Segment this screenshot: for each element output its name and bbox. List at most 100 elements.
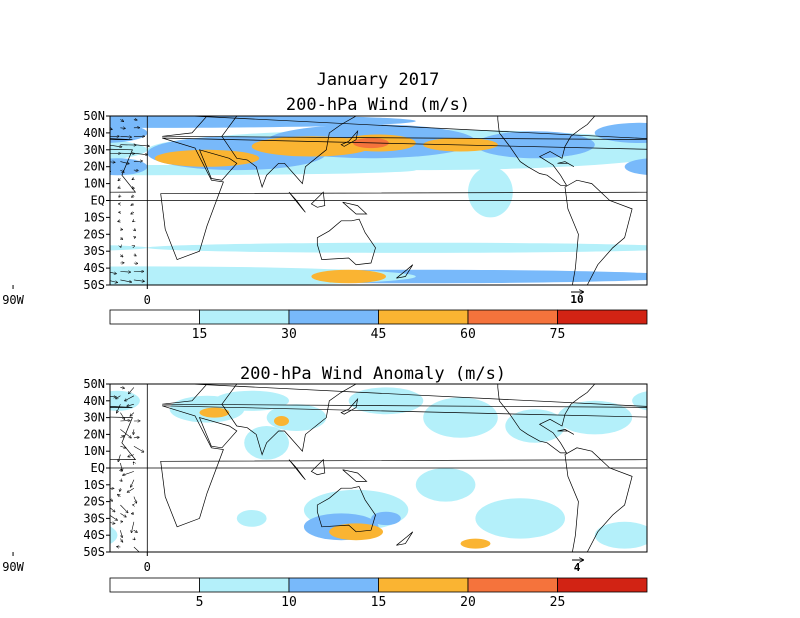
p2-wind-vector [13, 444, 17, 446]
p1-wind-vector [11, 186, 13, 187]
p2-wind-vector [120, 421, 129, 422]
p1-wind-vector [118, 221, 121, 222]
p2-wind-vector [118, 454, 121, 462]
p2-wind-vector [52, 413, 53, 415]
p1-shade-region [154, 149, 260, 167]
p2-wind-vector [36, 539, 40, 540]
p1-colorbar-bin [199, 309, 290, 325]
p2-wind-vector [120, 470, 121, 472]
p1-wind-vector [53, 272, 63, 273]
p2-y-tick-label: 20N [83, 427, 105, 441]
p1-coastline [0, 116, 58, 185]
p1-wind-vector [24, 219, 26, 221]
p1-wind-vector [133, 280, 144, 281]
p2-wind-vector [120, 387, 124, 388]
p1-wind-vector [25, 202, 27, 204]
p1-colorbar-bin [557, 309, 648, 325]
p1-wind-vector [80, 246, 82, 248]
p2-coastline [310, 458, 326, 476]
p1-wind-vector [40, 278, 51, 280]
p1-wind-vector [38, 203, 40, 204]
p2-wind-vector [37, 434, 40, 438]
p1-wind-vector [40, 270, 50, 271]
p1-colorbar-label: 60 [460, 327, 476, 342]
p2-wind-vector [0, 404, 4, 407]
p2-shade-region [236, 510, 267, 527]
p1-wind-vector [105, 187, 107, 188]
p1-coastline [310, 191, 326, 208]
p2-coastline [198, 417, 238, 449]
p1-wind-vector [110, 144, 122, 147]
p1-y-tick-label: 30N [83, 143, 105, 157]
p2-wind-vector [53, 489, 61, 497]
p2-wind-vector [40, 459, 42, 464]
p2-wind-vector [62, 413, 67, 421]
panel2-grid [110, 384, 647, 552]
p1-wind-vector [27, 270, 36, 272]
p2-wind-vector [13, 471, 18, 472]
p1-wind-vector [0, 262, 4, 263]
p2-wind-vector [79, 464, 80, 471]
panel2-shading [110, 387, 647, 549]
p2-wind-vector [110, 515, 117, 520]
p2-shade-region [371, 511, 401, 526]
p1-wind-vector [131, 212, 135, 214]
p2-y-tick-label: 40N [83, 394, 105, 408]
p2-colorbar-bin [378, 577, 469, 593]
p1-wind-vector [0, 228, 1, 230]
p2-coastline [396, 531, 414, 546]
p2-wind-vector [116, 395, 121, 399]
p1-wind-vector [120, 246, 121, 247]
p2-wind-vector [52, 467, 54, 472]
p2-y-tick-label: 50S [83, 545, 105, 559]
p2-wind-vector [117, 404, 121, 413]
p2-coastline [0, 384, 58, 453]
p2-wind-vector [27, 465, 33, 472]
p2-shade-region [475, 498, 565, 539]
p1-wind-vector [0, 269, 8, 271]
p1-wind-vector [53, 246, 54, 247]
p2-wind-vector [0, 547, 1, 552]
p2-wind-vector [130, 412, 135, 416]
p1-wind-vector [78, 221, 80, 223]
p2-wind-vector [27, 473, 30, 480]
p1-colorbar-bin [378, 309, 469, 325]
p2-wind-vector [105, 421, 107, 426]
p1-wind-vector [13, 127, 19, 128]
p1-coastline [316, 218, 376, 266]
p1-colorbar-bin [467, 309, 558, 325]
p2-wind-vector [65, 443, 67, 446]
p1-wind-vector [13, 253, 14, 255]
p2-wind-vector [36, 437, 40, 446]
p1-wind-vector [53, 178, 54, 179]
p1-colorbar-label: 75 [550, 327, 566, 342]
p2-wind-vector [110, 396, 116, 397]
p2-wind-vector [11, 404, 13, 408]
p2-wind-vector [127, 487, 135, 492]
p1-wind-vector [40, 152, 54, 154]
p2-y-tick-label: 40S [83, 528, 105, 542]
p2-wind-vector [19, 499, 26, 505]
p2-wind-vector [64, 468, 66, 471]
p2-shade-region [505, 409, 565, 443]
p2-wind-vector [107, 413, 108, 417]
p2-shade-region [557, 400, 633, 435]
panel2-reference-label: 4 [574, 561, 581, 574]
p2-wind-vector [22, 416, 27, 421]
p2-wind-vector [133, 462, 134, 463]
p2-coastline [316, 486, 376, 533]
p2-wind-vector [71, 434, 81, 438]
p1-wind-vector [67, 272, 77, 273]
p1-wind-vector [67, 153, 81, 154]
p1-wind-vector [78, 187, 81, 189]
p1-y-tick-label: EQ [91, 194, 105, 208]
panel2-y-ticks: 50N 40N 30N 20N 10N EQ 10S 20S 30S 40S 50S [83, 377, 110, 559]
p1-wind-vector [107, 119, 109, 120]
p2-wind-vector [35, 501, 40, 505]
p1-wind-vector [0, 160, 8, 162]
p1-y-tick-label: 50S [83, 278, 105, 292]
p2-wind-vector [125, 395, 135, 401]
p2-wind-vector [0, 462, 2, 463]
